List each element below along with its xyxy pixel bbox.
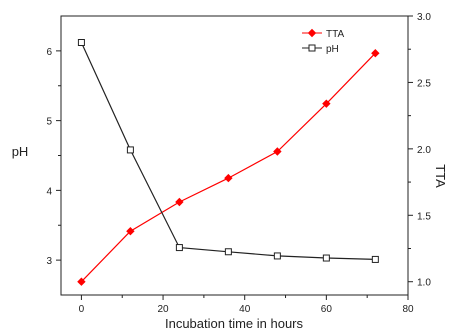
legend-entry-tta: TTA — [302, 28, 344, 40]
data-point-ph — [273, 252, 281, 260]
y-right-tick-label: 3.0 — [417, 12, 431, 23]
x-tick-label: 40 — [239, 304, 251, 315]
legend-marker-ph — [308, 44, 316, 52]
data-point-tta — [371, 48, 380, 58]
data-point-ph — [175, 244, 183, 252]
data-point-tta — [77, 277, 86, 286]
series-line-tta — [80, 52, 376, 283]
plot-frame — [60, 15, 409, 296]
x-tick-label: 20 — [157, 304, 169, 315]
series-line-ph — [80, 42, 376, 260]
legend-label-tta: TTA — [326, 29, 344, 40]
y-left-tick-label: 4 — [46, 186, 52, 197]
y-axis-right-title: TTA — [433, 164, 448, 188]
data-point-ph — [77, 39, 85, 47]
data-point-tta — [273, 147, 282, 156]
y-right-tick-label: 2.0 — [417, 145, 431, 156]
y-right-tick-label: 1.0 — [417, 278, 431, 289]
x-tick-label: 0 — [79, 304, 85, 315]
data-point-tta — [322, 99, 331, 108]
y-axis-right: 1.0 1.5 2.0 2.5 3.0 — [408, 12, 431, 289]
legend-marker-tta — [307, 28, 317, 38]
data-point-tta — [224, 173, 233, 183]
data-point-tta — [126, 227, 135, 236]
y-right-tick-label: 2.5 — [417, 78, 431, 89]
legend-entry-ph: pH — [302, 44, 339, 55]
x-tick-label: 80 — [402, 304, 414, 315]
legend: TTA pH — [302, 28, 344, 55]
y-axis-left-title: pH — [12, 144, 29, 159]
data-point-ph — [371, 255, 379, 263]
data-point-ph — [224, 248, 232, 256]
y-left-tick-label: 6 — [46, 47, 52, 58]
data-point-tta — [175, 197, 184, 207]
legend-label-ph: pH — [326, 44, 339, 55]
data-point-ph — [322, 254, 330, 262]
x-axis-title: Incubation time in hours — [165, 316, 304, 331]
x-tick-label: 60 — [321, 304, 333, 315]
y-axis-left: 3 4 5 6 — [46, 47, 61, 267]
series-layer — [77, 39, 380, 286]
y-left-tick-label: 3 — [46, 256, 52, 267]
y-right-tick-label: 1.5 — [417, 211, 431, 222]
data-point-ph — [126, 146, 134, 154]
x-axis: 0 20 40 60 80 — [79, 295, 414, 315]
y-left-tick-label: 5 — [46, 117, 52, 128]
